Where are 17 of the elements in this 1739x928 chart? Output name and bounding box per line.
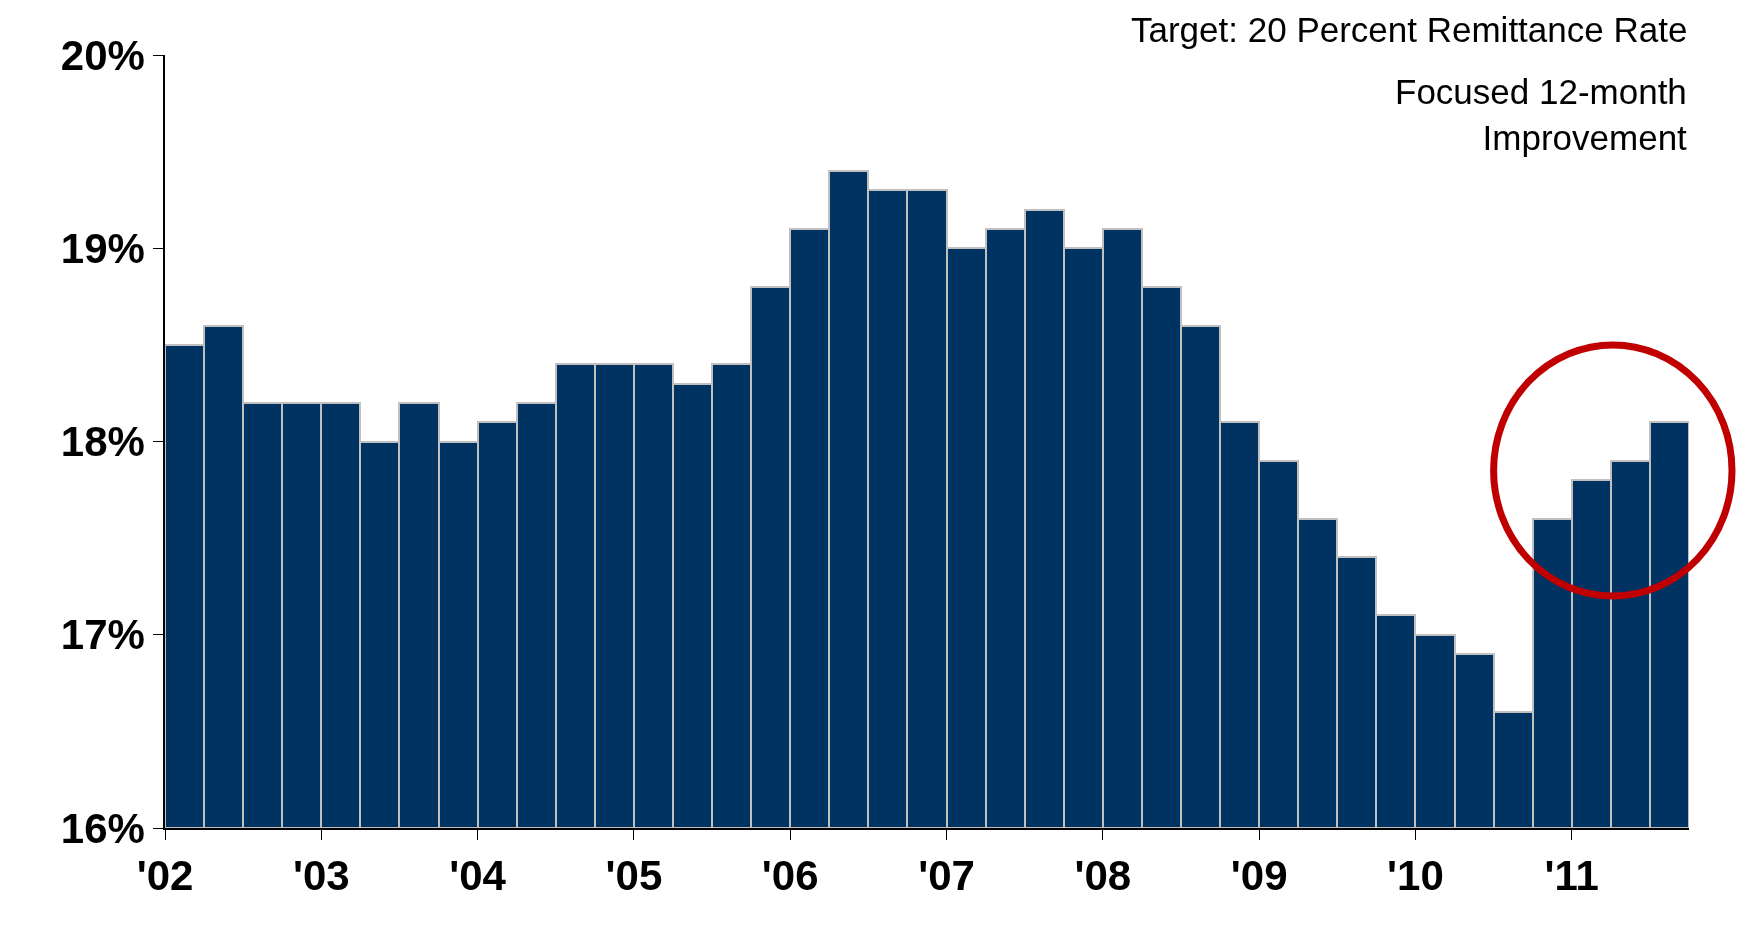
x-tick-label: '07 — [918, 852, 975, 900]
x-tick-label: '02 — [136, 852, 194, 900]
x-tick-label: '09 — [1230, 852, 1288, 900]
x-tick-label: '11 — [1544, 852, 1599, 900]
annotation: Focused 12-month Improvement — [1395, 72, 1688, 157]
text: Target: 20 Percent Remittance Rate — [1131, 10, 1688, 49]
x-tick-label: '06 — [761, 852, 819, 900]
y-tick-label: 20% — [60, 31, 145, 79]
y-tick-label: 17% — [60, 611, 145, 659]
x-tick-label: '10 — [1387, 852, 1444, 900]
x-tick-label: '03 — [292, 852, 350, 900]
y-tick-label: 18% — [60, 418, 145, 466]
x-tick-label: '04 — [449, 852, 507, 900]
y-tick-label: 19% — [60, 224, 145, 272]
x-tick-label: '05 — [605, 852, 663, 900]
y-tick-label: 16% — [60, 804, 145, 852]
x-tick-label: '08 — [1074, 852, 1132, 900]
